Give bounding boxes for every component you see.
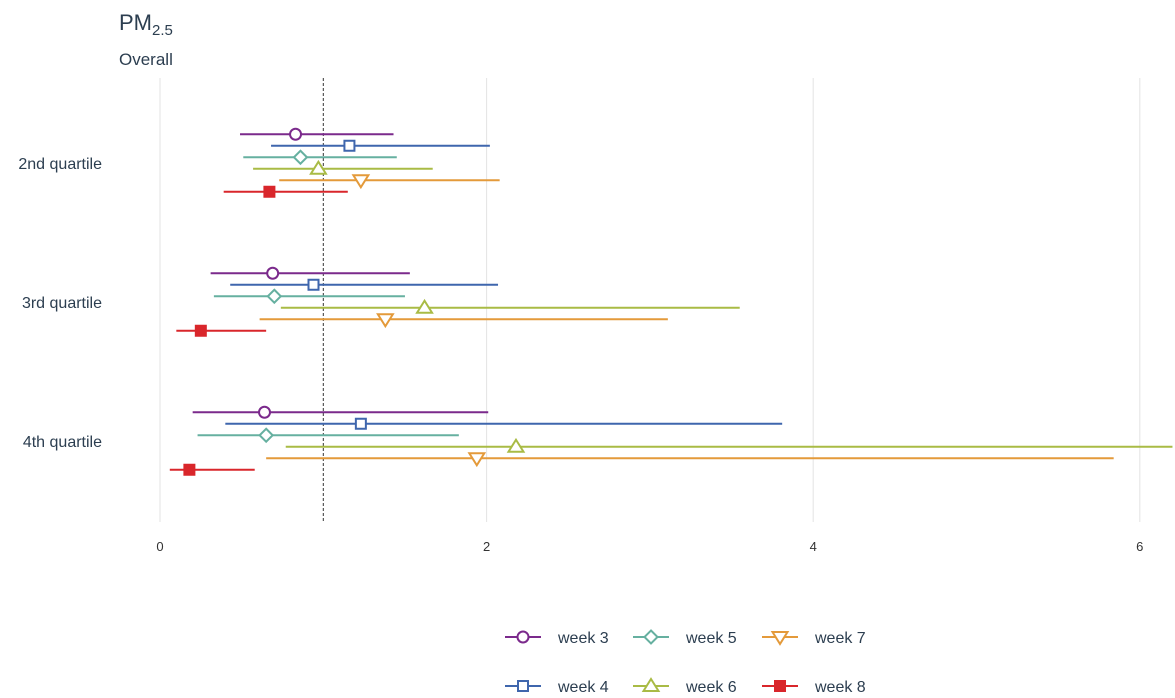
point-week-3-cat2 — [266, 266, 280, 280]
x-tick-label-6: 6 — [1136, 539, 1143, 554]
point-week-7-cat1 — [351, 174, 371, 190]
grid-lines — [159, 78, 1141, 522]
legend-key-marker-week-3 — [516, 630, 530, 644]
y-label-2: 3rd quartile — [22, 295, 102, 312]
legend-label-week-4: week 4 — [557, 679, 609, 696]
chart-title: PM2.5 — [119, 10, 173, 39]
point-week-4-cat1 — [343, 139, 356, 152]
legend-key-marker-week-5 — [643, 629, 659, 645]
legend-item-week-4: week 4 — [505, 679, 609, 696]
legend-label-week-5: week 5 — [685, 630, 737, 647]
point-week-3-cat3 — [258, 405, 272, 419]
plot-marks — [169, 127, 1173, 476]
legend-item-week-8: week 8 — [762, 679, 866, 696]
legend-label-week-7: week 7 — [814, 630, 866, 647]
point-week-6-cat1 — [309, 159, 328, 175]
point-week-8-cat2 — [194, 324, 207, 337]
x-tick-label-2: 2 — [483, 539, 490, 554]
point-week-5-cat2 — [266, 288, 283, 305]
point-week-6-cat3 — [506, 437, 526, 453]
x-tick-label-4: 4 — [810, 539, 817, 554]
point-week-8-cat1 — [263, 185, 276, 198]
legend-item-week-7: week 7 — [762, 630, 866, 647]
legend-item-week-6: week 6 — [633, 677, 737, 696]
y-axis-labels: 2nd quartile 3rd quartile 4th quartile — [18, 156, 102, 451]
point-week-4-cat2 — [307, 278, 320, 291]
point-week-6-cat2 — [415, 298, 434, 314]
legend-key-marker-week-8 — [774, 680, 786, 692]
point-week-5-cat3 — [258, 427, 275, 444]
chart-title-main: PM — [119, 10, 152, 35]
point-week-7-cat3 — [467, 452, 487, 468]
legend-label-week-8: week 8 — [814, 679, 866, 696]
x-axis-ticks: 0 2 4 6 — [156, 539, 1143, 554]
point-week-3-cat1 — [289, 127, 303, 141]
y-label-1: 2nd quartile — [18, 156, 102, 173]
legend-key-marker-week-6 — [641, 677, 661, 692]
legend: week 3 week 4 week 5 week 6 week 7 week 8 — [505, 629, 866, 696]
chart-subtitle: Overall — [119, 50, 173, 69]
legend-label-week-6: week 6 — [685, 679, 737, 696]
legend-item-week-5: week 5 — [633, 629, 737, 647]
legend-key-marker-week-4 — [517, 680, 529, 692]
point-week-4-cat3 — [354, 417, 367, 430]
legend-key-marker-week-7 — [770, 631, 790, 646]
legend-label-week-3: week 3 — [557, 630, 609, 647]
chart-title-subscript: 2.5 — [152, 22, 173, 39]
point-week-7-cat2 — [376, 313, 395, 329]
legend-item-week-3: week 3 — [505, 630, 609, 647]
x-tick-label-0: 0 — [156, 539, 163, 554]
point-week-8-cat3 — [183, 463, 196, 476]
point-week-5-cat1 — [292, 149, 309, 166]
y-label-3: 4th quartile — [23, 434, 102, 451]
